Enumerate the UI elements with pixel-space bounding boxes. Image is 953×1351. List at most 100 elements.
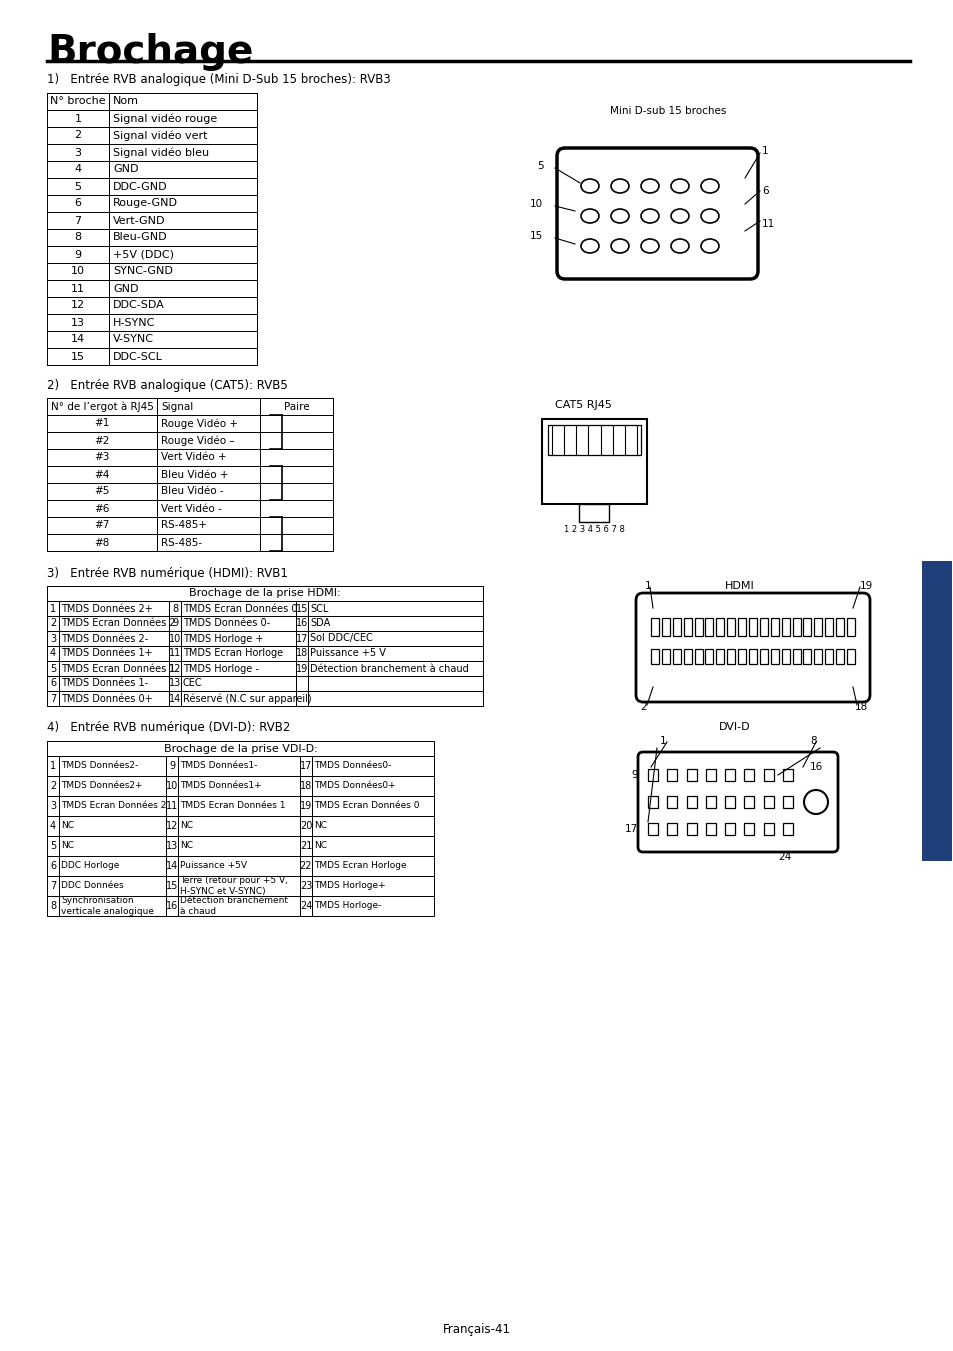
Text: Rouge Vidéo +: Rouge Vidéo + [161,419,237,428]
Bar [308,646,482,661]
Text: TMDS Données2-: TMDS Données2- [61,762,138,770]
Text: 2: 2 [50,619,56,628]
Text: Français: Français [929,682,943,740]
Text: TMDS Ecran Données 2: TMDS Ecran Données 2 [61,801,166,811]
Ellipse shape [610,239,628,253]
Text: Brochage de la prise VDI-D:: Brochage de la prise VDI-D: [164,743,317,754]
Text: 24: 24 [778,852,790,862]
Bar [178,836,299,857]
Text: #2: #2 [94,435,110,446]
Bar [47,631,59,646]
Bar [166,796,178,816]
Ellipse shape [580,209,598,223]
Bar [169,601,181,616]
Ellipse shape [580,178,598,193]
Text: 17: 17 [624,824,638,834]
Bar [824,648,832,663]
Text: 4: 4 [50,648,56,658]
Bar [647,796,658,808]
Bar [181,631,295,646]
Bar [299,857,312,875]
Text: 2: 2 [639,703,646,712]
Text: 10: 10 [71,266,85,277]
Text: 2: 2 [74,131,81,141]
Bar [295,646,308,661]
Bar [705,823,715,835]
Text: Bleu-GND: Bleu-GND [112,232,168,242]
Bar [308,690,482,707]
Text: GND: GND [112,284,138,293]
Bar [792,648,800,663]
Bar [724,796,735,808]
Text: TMDS Ecran Données 2: TMDS Ecran Données 2 [61,619,175,628]
Bar [308,631,482,646]
Bar [47,616,59,631]
Text: 18: 18 [299,781,312,790]
Text: 1: 1 [659,736,666,746]
Bar [166,875,178,896]
Text: GND: GND [112,165,138,174]
Text: TMDS Données0+: TMDS Données0+ [314,781,395,790]
Text: Bleu Vidéo -: Bleu Vidéo - [161,486,223,497]
Bar [47,775,59,796]
Text: TMDS Horloge-: TMDS Horloge- [314,901,381,911]
Bar [59,631,169,646]
Text: 24: 24 [299,901,312,911]
Text: 4: 4 [74,165,81,174]
Text: Vert-GND: Vert-GND [112,216,165,226]
Bar [59,601,169,616]
Text: Brochage de la prise HDMI:: Brochage de la prise HDMI: [189,589,340,598]
Bar [59,796,166,816]
Text: DDC-GND: DDC-GND [112,181,168,192]
Text: DDC Données: DDC Données [61,881,124,890]
FancyBboxPatch shape [557,149,758,280]
Text: Signal vidéo rouge: Signal vidéo rouge [112,113,217,124]
Text: TMDS Ecran Données 0: TMDS Ecran Données 0 [183,604,297,613]
Text: Signal vidéo bleu: Signal vidéo bleu [112,147,209,158]
Bar [181,646,295,661]
Bar [178,875,299,896]
Text: TMDS Données2+: TMDS Données2+ [61,781,142,790]
Text: TMDS Ecran Horloge: TMDS Ecran Horloge [314,862,406,870]
Text: 13: 13 [169,678,181,689]
Text: 6: 6 [761,186,768,196]
Text: 3: 3 [74,147,81,158]
Text: 14: 14 [166,861,178,871]
Text: Vert Vidéo -: Vert Vidéo - [161,504,221,513]
Text: #4: #4 [94,470,110,480]
Bar [763,796,773,808]
Bar [169,631,181,646]
Bar [178,757,299,775]
Bar [295,616,308,631]
Bar [295,676,308,690]
Bar [666,796,677,808]
Text: Terre (retour pour +5 V,
H-SYNC et V-SYNC): Terre (retour pour +5 V, H-SYNC et V-SYN… [180,877,288,896]
Bar [47,676,59,690]
Text: 5: 5 [537,161,543,172]
Text: 18: 18 [295,648,308,658]
Bar [59,646,169,661]
Text: TMDS Données 2-: TMDS Données 2- [61,634,148,643]
Text: 23: 23 [299,881,312,892]
Bar [59,690,169,707]
Bar [814,648,821,663]
Text: 1: 1 [74,113,81,123]
Text: Bleu Vidéo +: Bleu Vidéo + [161,470,229,480]
Text: 12: 12 [166,821,178,831]
Text: #8: #8 [94,538,110,547]
Text: 17: 17 [299,761,312,771]
Ellipse shape [670,239,688,253]
Text: Signal: Signal [161,401,193,412]
Bar [47,690,59,707]
Bar [47,896,59,916]
Bar [770,648,778,663]
Bar [166,757,178,775]
Text: 4)   Entrée RVB numérique (DVI-D): RVB2: 4) Entrée RVB numérique (DVI-D): RVB2 [47,721,290,735]
Bar [47,875,59,896]
Bar [792,617,800,636]
Circle shape [803,790,827,815]
Text: #1: #1 [94,419,110,428]
Text: Rouge Vidéo –: Rouge Vidéo – [161,435,234,446]
Text: #3: #3 [94,453,110,462]
Bar [169,676,181,690]
